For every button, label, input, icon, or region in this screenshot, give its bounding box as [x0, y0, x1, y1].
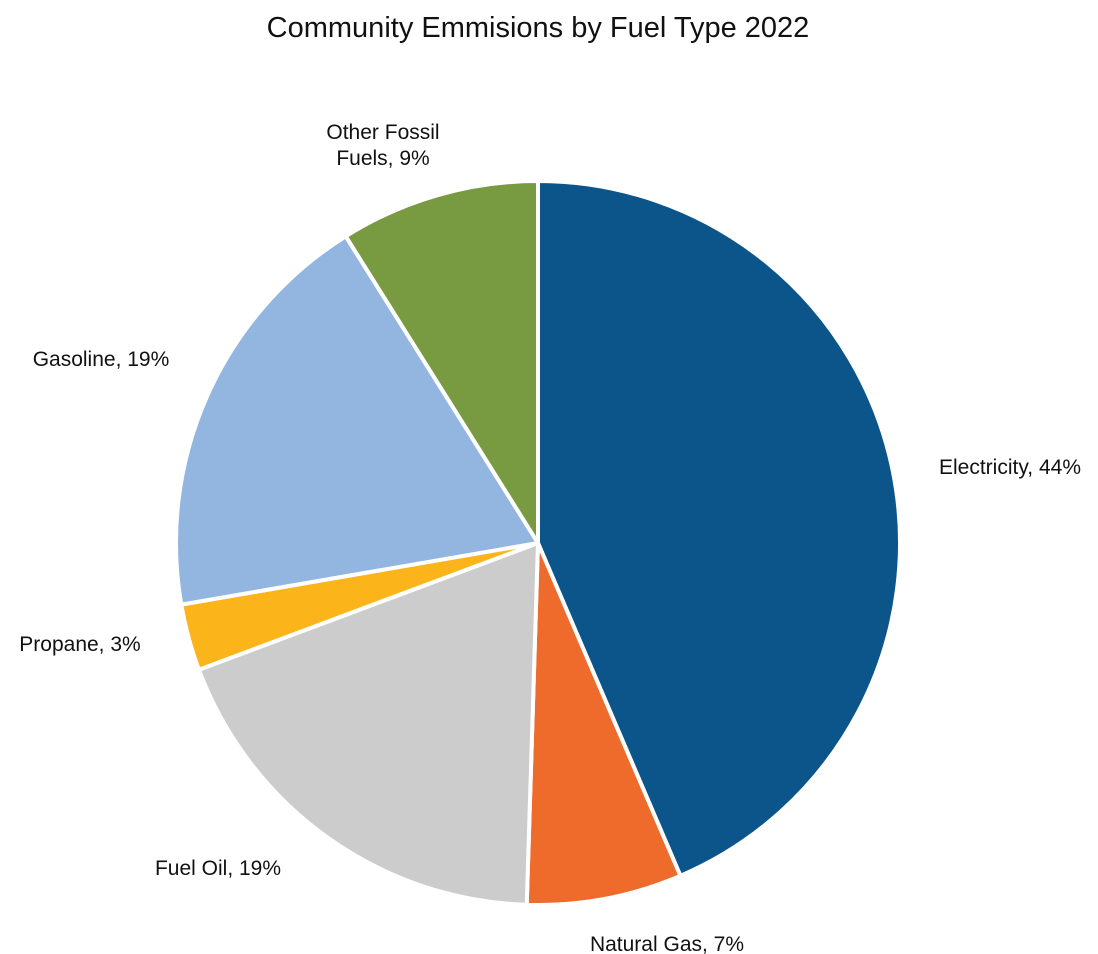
- slice-label-line: Fuels, 9%: [336, 147, 429, 170]
- slice-label-propane: Propane, 3%: [19, 633, 140, 656]
- slice-label-electricity: Electricity, 44%: [939, 456, 1081, 479]
- slice-label-line: Other Fossil: [326, 121, 439, 144]
- slice-labels: Electricity, 44% Natural Gas, 7% Fuel Oil,…: [19, 121, 1081, 954]
- slice-label-natural-gas: Natural Gas, 7%: [590, 933, 744, 954]
- chart-title: Community Emmisions by Fuel Type 2022: [267, 12, 810, 44]
- pie-slice-electricity: [536, 179, 902, 878]
- pie-slice-other-fossil-fuels: [343, 179, 540, 545]
- pie-slice-gasoline: [173, 234, 540, 607]
- pie-slices: [173, 179, 902, 907]
- pie-slice-fuel-oil: [196, 541, 540, 907]
- pie-slice-natural-gas: [524, 541, 683, 907]
- slice-label-fuel-oil: Fuel Oil, 19%: [155, 857, 281, 880]
- slice-label-other-fossil-fuels: Other Fossil Fuels, 9%: [326, 121, 439, 170]
- slice-label-gasoline: Gasoline, 19%: [33, 348, 170, 371]
